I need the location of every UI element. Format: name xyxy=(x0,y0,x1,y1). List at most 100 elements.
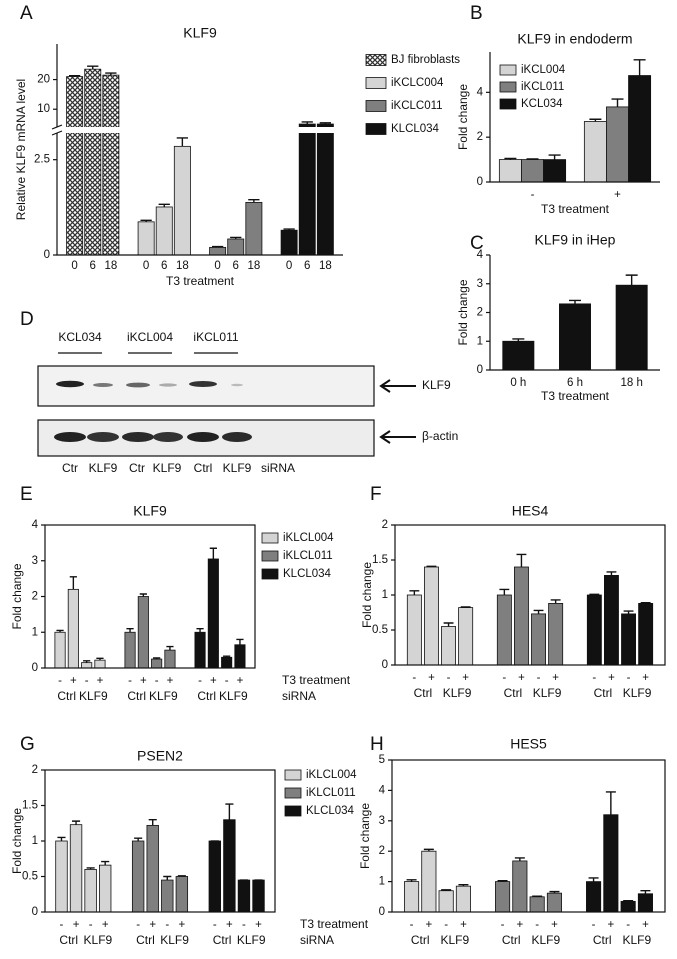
error-bar xyxy=(409,590,420,595)
bar xyxy=(559,303,591,371)
error-bar xyxy=(134,837,143,841)
error-bar xyxy=(589,593,600,595)
legend-label: iKLCL011 xyxy=(283,550,333,562)
x-tick-label: + xyxy=(642,919,649,931)
x-tick-label: + xyxy=(462,672,469,684)
bar xyxy=(621,613,637,666)
y-tick-label: 4 xyxy=(477,249,484,261)
x-tick-label: - xyxy=(627,672,631,684)
x-tick-label: + xyxy=(73,919,80,931)
y-tick-label: 1 xyxy=(379,876,385,888)
bar xyxy=(548,603,564,666)
y-tick-label: 5 xyxy=(379,754,385,766)
bar xyxy=(161,879,174,913)
x-group-label: KLF9 xyxy=(531,933,560,947)
bar xyxy=(194,631,206,669)
x-tick-label: - xyxy=(592,919,596,931)
bar xyxy=(252,879,265,913)
error-bar xyxy=(441,889,452,891)
chart-title: HES4 xyxy=(512,503,549,519)
bar xyxy=(458,607,474,666)
x-tick-label: - xyxy=(537,672,541,684)
y-tick-label: 0 xyxy=(32,906,38,918)
panel-label: C xyxy=(470,233,484,254)
bar xyxy=(54,631,66,669)
bar xyxy=(638,603,654,666)
legend-label: KCL034 xyxy=(521,98,563,110)
x-tick-label: - xyxy=(225,675,229,687)
error-bar xyxy=(301,121,313,125)
lane-label: Ctrl xyxy=(194,461,213,475)
chart-title: KLF9 xyxy=(183,25,217,41)
bar xyxy=(94,659,106,669)
x-tick-label: + xyxy=(178,919,185,931)
error-bar xyxy=(526,158,539,160)
error-bar xyxy=(605,791,616,815)
y-tick-label: 1.5 xyxy=(22,800,38,812)
x-tick-label: + xyxy=(608,672,615,684)
x-tick-label: 0 xyxy=(71,260,77,272)
error-bar xyxy=(499,588,510,595)
bar xyxy=(628,75,652,183)
row-label: siRNA xyxy=(300,933,334,947)
error-bar xyxy=(148,819,157,826)
bar xyxy=(498,159,522,183)
y-tick-label: 1 xyxy=(382,589,388,601)
error-bar xyxy=(589,118,602,122)
error-bar xyxy=(514,857,525,861)
error-bar xyxy=(497,879,508,882)
legend-swatch xyxy=(499,81,517,93)
x-tick-label: - xyxy=(501,919,505,931)
error-bar xyxy=(426,565,437,567)
x-tick-label: + xyxy=(551,919,558,931)
error-bar xyxy=(458,883,469,887)
y-axis-label: Relative KLF9 mRNA level xyxy=(14,79,28,220)
x-tick-label: 18 xyxy=(247,260,260,272)
band-label: KLF9 xyxy=(422,378,451,392)
x-tick-label: - xyxy=(58,675,62,687)
bar xyxy=(546,892,562,913)
panel-label: B xyxy=(470,3,483,24)
legend-label: iKLCL004 xyxy=(306,769,357,781)
legend-label: KLCL034 xyxy=(283,568,332,580)
bar xyxy=(151,658,163,669)
x-tick-label: - xyxy=(85,675,89,687)
y-tick-label: 2.5 xyxy=(34,154,50,166)
error-bar xyxy=(72,820,81,825)
x-axis-label: T3 treatment xyxy=(541,389,610,403)
error-bar xyxy=(625,274,638,286)
bar xyxy=(406,594,422,666)
x-group-label: Ctrl xyxy=(127,689,146,703)
legend-label: iKCLC004 xyxy=(391,77,444,89)
y-tick-label: 3 xyxy=(379,815,385,827)
bar xyxy=(234,644,246,669)
lane-label: Ctr xyxy=(129,461,145,475)
bar xyxy=(620,900,636,913)
bar xyxy=(99,864,112,913)
error-bar xyxy=(319,122,332,125)
error-bar xyxy=(69,576,77,590)
legend-label: BJ fibroblasts xyxy=(391,54,460,66)
lane-title: siRNA xyxy=(261,461,295,475)
x-tick-label: + xyxy=(516,919,523,931)
x-tick-label: + xyxy=(428,672,435,684)
y-tick-label: 1 xyxy=(477,335,483,347)
legend-label: KLCL034 xyxy=(391,123,440,135)
y-tick-label: 0 xyxy=(477,176,483,188)
error-bar xyxy=(96,657,104,661)
bar xyxy=(606,106,629,183)
band xyxy=(122,432,154,442)
bar xyxy=(586,881,602,913)
x-tick-label: 18 xyxy=(176,260,189,272)
error-bar xyxy=(443,622,454,627)
bar xyxy=(502,340,535,371)
bar xyxy=(208,840,222,913)
bar xyxy=(146,824,159,913)
bar xyxy=(423,566,439,666)
error-bar xyxy=(548,154,561,160)
error-bar xyxy=(140,219,152,222)
error-bar xyxy=(640,890,651,894)
x-tick-label: + xyxy=(70,675,77,687)
legend-swatch xyxy=(261,568,279,580)
bar xyxy=(615,284,648,371)
